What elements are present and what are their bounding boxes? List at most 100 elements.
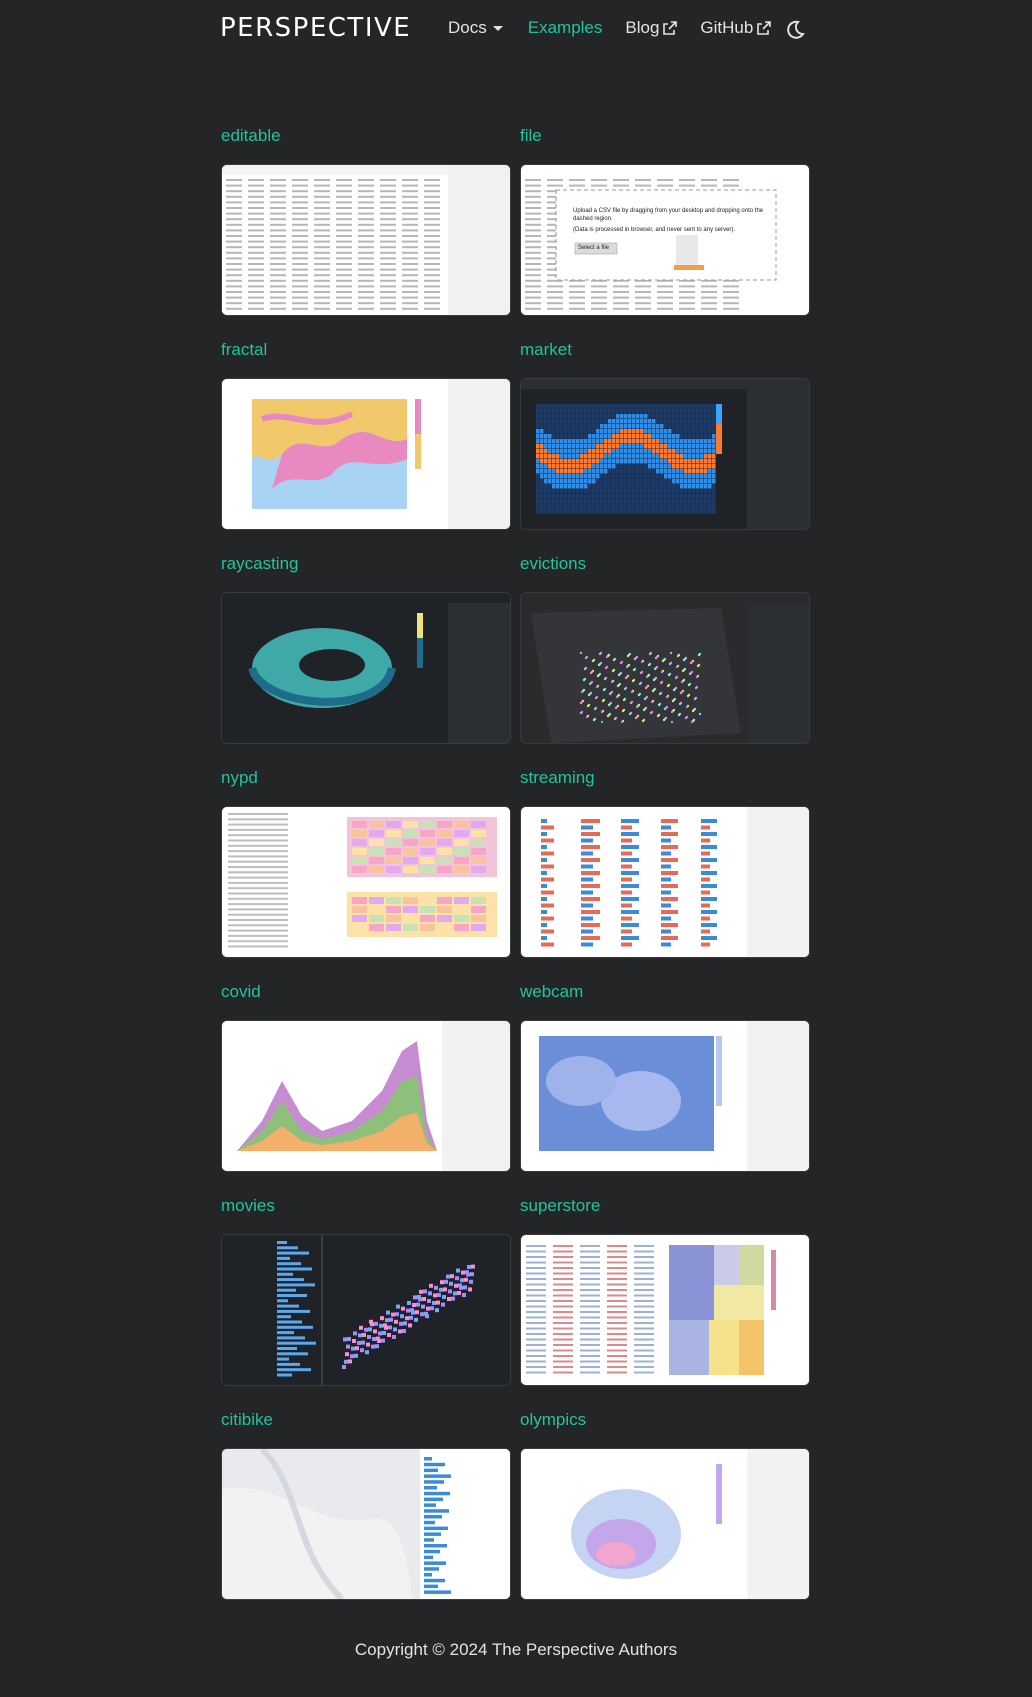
heatmap-cell (600, 484, 604, 489)
example-card-market[interactable]: market (520, 338, 810, 530)
example-title[interactable]: webcam (520, 982, 584, 1001)
grid-cell-texture (553, 1289, 573, 1291)
grid-cell-texture (526, 1272, 546, 1275)
grid-cell-texture (402, 268, 418, 271)
example-title[interactable]: covid (221, 982, 261, 1001)
grid-cell-texture (526, 1360, 546, 1363)
example-card-citibike[interactable]: citibike (221, 1408, 511, 1600)
grid-cell-texture (553, 1327, 573, 1330)
nav-blog-link[interactable]: Blog (625, 18, 678, 38)
example-thumbnail[interactable] (221, 378, 511, 530)
example-title[interactable]: file (520, 126, 542, 145)
grid-cell-texture (380, 184, 396, 187)
heatmap-cell (572, 459, 576, 464)
example-title[interactable]: editable (221, 126, 281, 145)
nav-github-link[interactable]: GitHub (700, 18, 772, 38)
bar-cell (661, 936, 678, 940)
example-card-nypd[interactable]: nypd (221, 766, 511, 958)
example-card-streaming[interactable]: streaming (520, 766, 810, 958)
bar-cell (541, 897, 547, 901)
heatmap-cell (568, 509, 572, 514)
example-title[interactable]: streaming (520, 768, 595, 787)
grid-cell-texture (248, 207, 264, 209)
scatter-cell (420, 1312, 424, 1317)
heatmap-cell (668, 479, 672, 484)
example-card-webcam[interactable]: webcam (520, 980, 810, 1172)
example-thumbnail[interactable] (221, 806, 511, 958)
grid-cell-texture (248, 285, 264, 288)
example-thumbnail[interactable] (221, 1234, 511, 1386)
heatmap-cell (688, 489, 692, 494)
heatmap-cell (588, 409, 592, 414)
heatmap-cell (536, 439, 540, 444)
heatmap-cell (644, 439, 648, 444)
brand-logo[interactable]: PERSPECTIVE (220, 13, 412, 43)
example-thumbnail[interactable] (520, 806, 810, 958)
example-card-editable[interactable]: editable (221, 124, 511, 316)
heatmap-cell (620, 469, 624, 474)
list-row-texture (228, 834, 288, 837)
example-card-evictions[interactable]: evictions (520, 552, 810, 744)
example-card-raycasting[interactable]: raycasting (221, 552, 511, 744)
example-thumbnail[interactable] (520, 1234, 810, 1386)
heatmap-cell (664, 429, 668, 434)
heatmap-cell (616, 459, 620, 464)
heatmap-cell (568, 409, 572, 414)
scatter-cell (442, 1295, 446, 1299)
heatmap-cell (572, 444, 576, 449)
example-card-superstore[interactable]: superstore (520, 1194, 810, 1386)
map-point (695, 675, 699, 679)
grid-cell-texture (547, 190, 563, 193)
example-thumbnail[interactable] (221, 1448, 511, 1600)
heatmap-cell (471, 924, 486, 931)
example-title[interactable]: market (520, 340, 572, 359)
bar-mark (424, 1544, 447, 1548)
example-thumbnail[interactable] (221, 592, 511, 744)
heatmap-cell (628, 464, 632, 469)
heatmap-cell (648, 479, 652, 484)
heatmap-cell (544, 419, 548, 424)
heatmap-cell (648, 449, 652, 454)
example-card-file[interactable]: file Upload a CSV file by dragging from … (520, 124, 810, 316)
heatmap-cell (548, 409, 552, 414)
example-title[interactable]: nypd (221, 768, 258, 787)
example-thumbnail[interactable] (520, 378, 810, 530)
example-thumbnail[interactable]: Upload a CSV file by dragging from your … (520, 164, 810, 316)
map-point (605, 655, 609, 659)
heatmap-cell (552, 404, 556, 409)
nav-examples-link[interactable]: Examples (528, 18, 603, 38)
theme-toggle-button[interactable] (784, 19, 806, 45)
heatmap-cell (616, 499, 620, 504)
example-card-movies[interactable]: movies (221, 1194, 511, 1386)
map-point (696, 664, 700, 668)
nav-docs-dropdown[interactable]: Docs (448, 18, 505, 38)
example-thumbnail[interactable] (221, 1020, 511, 1172)
grid-cell-texture (226, 246, 242, 249)
scatter-cell (353, 1331, 357, 1336)
example-card-olympics[interactable]: olympics (520, 1408, 810, 1600)
heatmap-cell (588, 414, 592, 419)
bar-mark (277, 1341, 316, 1345)
example-thumbnail[interactable] (221, 164, 511, 316)
heatmap-cell (676, 424, 680, 429)
grid-cell-texture (226, 268, 242, 271)
select-file-button[interactable]: Select a file (578, 245, 610, 251)
example-title[interactable]: movies (221, 1196, 275, 1215)
heatmap-cell (632, 489, 636, 494)
example-title[interactable]: citibike (221, 1410, 273, 1429)
example-title[interactable]: evictions (520, 554, 587, 573)
example-thumbnail[interactable] (520, 592, 810, 744)
external-link-icon (757, 21, 772, 35)
map-point (611, 669, 615, 673)
example-title[interactable]: fractal (221, 340, 268, 359)
bar-cell (661, 897, 678, 901)
example-thumbnail[interactable] (520, 1448, 810, 1600)
heatmap-cell (544, 404, 548, 409)
example-card-covid[interactable]: covid (221, 980, 511, 1172)
heatmap-cell (692, 454, 696, 459)
example-title[interactable]: superstore (520, 1196, 601, 1215)
example-thumbnail[interactable] (520, 1020, 810, 1172)
example-card-fractal[interactable]: fractal (221, 338, 511, 530)
example-title[interactable]: olympics (520, 1410, 587, 1429)
example-title[interactable]: raycasting (221, 554, 299, 573)
